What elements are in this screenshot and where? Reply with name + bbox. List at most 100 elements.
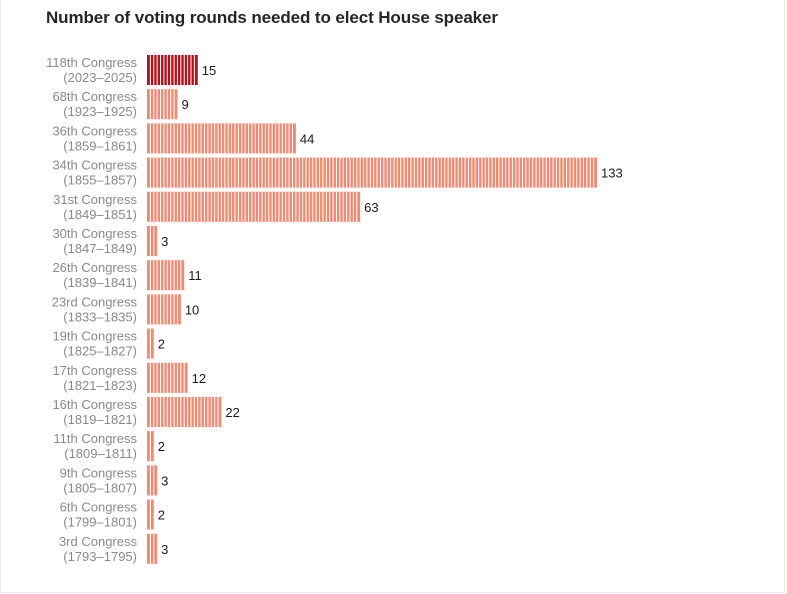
round-separator <box>214 191 216 222</box>
round-separator <box>400 157 402 188</box>
round-separator <box>501 157 503 188</box>
round-separator <box>210 157 212 188</box>
bar-row-34th-congress: 34th Congress(1855–1857) 133 <box>52 157 623 188</box>
round-separator <box>231 157 233 188</box>
round-separator <box>190 123 192 154</box>
round-separator <box>352 191 354 222</box>
category-label: 30th Congress <box>52 226 137 241</box>
round-separator <box>241 191 243 222</box>
round-separator <box>183 397 185 427</box>
value-label: 3 <box>161 234 168 249</box>
category-years-label: (1821–1823) <box>63 378 137 393</box>
round-separator <box>444 157 446 188</box>
round-separator <box>254 123 256 154</box>
category-years-label: (1819–1821) <box>63 412 137 427</box>
round-separator <box>166 89 168 120</box>
round-separator <box>248 191 250 222</box>
round-separator <box>153 260 155 291</box>
round-separator <box>508 157 510 188</box>
category-years-label: (1805–1807) <box>63 480 137 495</box>
round-separator <box>180 260 182 291</box>
round-separator <box>227 191 229 222</box>
round-separator <box>173 362 175 393</box>
bar-row-31st-congress: 31st Congress(1849–1851) 63 <box>53 191 379 222</box>
round-separator <box>542 157 544 188</box>
bar-row-30th-congress: 30th Congress(1847–1849) 3 <box>52 226 168 256</box>
round-separator <box>153 157 155 188</box>
round-separator <box>160 191 162 222</box>
round-separator <box>288 191 290 222</box>
category-label: 16th Congress <box>52 397 137 412</box>
round-separator <box>180 157 182 188</box>
category-label: 31st Congress <box>53 192 137 207</box>
round-separator <box>244 123 246 154</box>
round-separator <box>454 157 456 188</box>
bar-row-118th-congress: 118th Congress(2023–2025) 15 <box>46 55 216 85</box>
round-separator <box>149 362 151 393</box>
round-separator <box>264 191 266 222</box>
bar <box>147 89 178 120</box>
round-separator <box>251 123 253 154</box>
round-separator <box>149 397 151 427</box>
round-separator <box>393 157 395 188</box>
round-separator <box>457 157 459 188</box>
value-label: 10 <box>185 302 199 317</box>
round-separator <box>173 294 175 325</box>
round-separator <box>160 397 162 427</box>
category-years-label: (1855–1857) <box>63 173 137 188</box>
round-separator <box>332 157 334 188</box>
bar-row-36th-congress: 36th Congress(1859–1861) 44 <box>52 123 314 154</box>
round-separator <box>488 157 490 188</box>
bar-row-6th-congress: 6th Congress(1799–1801) 2 <box>60 499 165 530</box>
round-separator <box>525 157 527 188</box>
round-separator <box>261 157 263 188</box>
round-separator <box>166 260 168 291</box>
bar-row-3rd-congress: 3rd Congress(1793–1795) 3 <box>59 533 168 564</box>
round-separator <box>505 157 507 188</box>
round-separator <box>430 157 432 188</box>
round-separator <box>464 157 466 188</box>
round-separator <box>166 191 168 222</box>
bar <box>147 465 158 496</box>
value-label: 44 <box>300 131 314 146</box>
round-separator <box>180 55 182 85</box>
category-years-label: (1809–1811) <box>64 446 137 461</box>
round-separator <box>173 157 175 188</box>
bar-row-19th-congress: 19th Congress(1825–1827) 2 <box>52 328 165 359</box>
round-separator <box>342 157 344 188</box>
round-separator <box>312 191 314 222</box>
round-separator <box>153 294 155 325</box>
round-separator <box>166 294 168 325</box>
round-separator <box>308 157 310 188</box>
bar-row-26th-congress: 26th Congress(1839–1841) 11 <box>52 260 202 291</box>
round-separator <box>366 157 368 188</box>
round-separator <box>288 157 290 188</box>
round-separator <box>149 533 151 564</box>
round-separator <box>197 397 199 427</box>
round-separator <box>545 157 547 188</box>
round-separator <box>329 191 331 222</box>
round-separator <box>183 123 185 154</box>
round-separator <box>478 157 480 188</box>
category-label: 23rd Congress <box>52 294 138 309</box>
round-separator <box>511 157 513 188</box>
round-separator <box>237 157 239 188</box>
round-separator <box>254 157 256 188</box>
round-separator <box>166 157 168 188</box>
round-separator <box>271 157 273 188</box>
round-separator <box>231 191 233 222</box>
round-separator <box>173 89 175 120</box>
round-separator <box>234 157 236 188</box>
category-years-label: (1923–1925) <box>63 104 137 119</box>
round-separator <box>359 157 361 188</box>
round-separator <box>224 191 226 222</box>
round-separator <box>160 89 162 120</box>
category-label: 34th Congress <box>52 158 137 173</box>
round-separator <box>552 157 554 188</box>
round-separator <box>204 157 206 188</box>
category-label: 118th Congress <box>46 55 137 70</box>
round-separator <box>352 157 354 188</box>
round-separator <box>193 191 195 222</box>
round-separator <box>467 157 469 188</box>
round-separator <box>349 191 351 222</box>
